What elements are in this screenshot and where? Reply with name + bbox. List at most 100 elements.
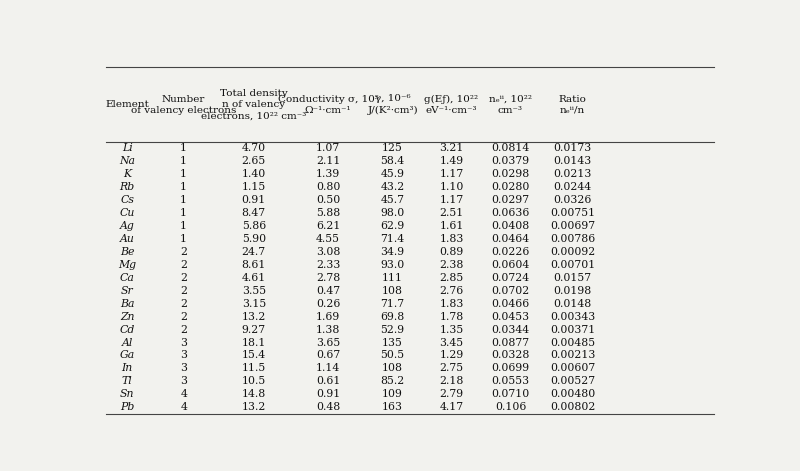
Text: 1: 1 (180, 195, 187, 205)
Text: 93.0: 93.0 (381, 260, 405, 270)
Text: 1.29: 1.29 (439, 350, 464, 360)
Text: 0.0297: 0.0297 (491, 195, 530, 205)
Text: 0.0344: 0.0344 (491, 325, 530, 334)
Text: 85.2: 85.2 (381, 376, 405, 386)
Text: 1.10: 1.10 (439, 182, 464, 192)
Text: γ, 10⁻⁶
J/(K²·cm³): γ, 10⁻⁶ J/(K²·cm³) (367, 95, 418, 115)
Text: 0.80: 0.80 (316, 182, 340, 192)
Text: 0.00697: 0.00697 (550, 221, 595, 231)
Text: 43.2: 43.2 (381, 182, 405, 192)
Text: Pb: Pb (120, 402, 134, 412)
Text: 0.0877: 0.0877 (491, 338, 530, 348)
Text: 52.9: 52.9 (381, 325, 405, 334)
Text: 1.83: 1.83 (439, 234, 464, 244)
Text: 1: 1 (180, 234, 187, 244)
Text: 2: 2 (180, 299, 187, 309)
Text: 0.0328: 0.0328 (491, 350, 530, 360)
Text: 109: 109 (382, 390, 403, 399)
Text: 0.0408: 0.0408 (491, 221, 530, 231)
Text: 1.07: 1.07 (316, 143, 340, 153)
Text: 3.65: 3.65 (316, 338, 340, 348)
Text: 0.26: 0.26 (316, 299, 340, 309)
Text: 108: 108 (382, 286, 403, 296)
Text: 0.00786: 0.00786 (550, 234, 595, 244)
Text: 2: 2 (180, 273, 187, 283)
Text: Cs: Cs (120, 195, 134, 205)
Text: Sr: Sr (121, 286, 134, 296)
Text: 1.14: 1.14 (316, 364, 340, 374)
Text: 2: 2 (180, 247, 187, 257)
Text: 9.27: 9.27 (242, 325, 266, 334)
Text: 0.0724: 0.0724 (491, 273, 530, 283)
Text: 5.88: 5.88 (316, 208, 340, 218)
Text: 2.78: 2.78 (316, 273, 340, 283)
Text: 0.0379: 0.0379 (491, 156, 530, 166)
Text: Ca: Ca (120, 273, 134, 283)
Text: 0.0143: 0.0143 (554, 156, 591, 166)
Text: 0.00701: 0.00701 (550, 260, 595, 270)
Text: 2: 2 (180, 260, 187, 270)
Text: 0.00092: 0.00092 (550, 247, 595, 257)
Text: 2.79: 2.79 (439, 390, 464, 399)
Text: 11.5: 11.5 (242, 364, 266, 374)
Text: 62.9: 62.9 (381, 221, 405, 231)
Text: 13.2: 13.2 (242, 402, 266, 412)
Text: 1.39: 1.39 (316, 169, 340, 179)
Text: 108: 108 (382, 364, 403, 374)
Text: 0.0326: 0.0326 (554, 195, 592, 205)
Text: Sn: Sn (120, 390, 134, 399)
Text: Ratio
nₑⁱⁱ/n: Ratio nₑⁱⁱ/n (558, 95, 586, 114)
Text: 135: 135 (382, 338, 403, 348)
Text: 0.00213: 0.00213 (550, 350, 595, 360)
Text: 1.17: 1.17 (439, 169, 464, 179)
Text: 2: 2 (180, 286, 187, 296)
Text: Rb: Rb (120, 182, 135, 192)
Text: 3: 3 (180, 350, 187, 360)
Text: 2.11: 2.11 (316, 156, 340, 166)
Text: 24.7: 24.7 (242, 247, 266, 257)
Text: 1.17: 1.17 (439, 195, 464, 205)
Text: 71.4: 71.4 (381, 234, 405, 244)
Text: 0.0702: 0.0702 (491, 286, 530, 296)
Text: Al: Al (122, 338, 133, 348)
Text: 1.15: 1.15 (242, 182, 266, 192)
Text: 4.55: 4.55 (316, 234, 340, 244)
Text: 4.70: 4.70 (242, 143, 266, 153)
Text: 8.47: 8.47 (242, 208, 266, 218)
Text: 1.38: 1.38 (316, 325, 340, 334)
Text: 0.0298: 0.0298 (491, 169, 530, 179)
Text: 111: 111 (382, 273, 403, 283)
Text: 5.86: 5.86 (242, 221, 266, 231)
Text: 0.0814: 0.0814 (491, 143, 530, 153)
Text: 45.9: 45.9 (381, 169, 405, 179)
Text: 0.00343: 0.00343 (550, 312, 595, 322)
Text: Conductivity σ, 10⁵
Ω⁻¹·cm⁻¹: Conductivity σ, 10⁵ Ω⁻¹·cm⁻¹ (278, 95, 378, 114)
Text: 3: 3 (180, 338, 187, 348)
Text: 6.21: 6.21 (316, 221, 340, 231)
Text: Cu: Cu (119, 208, 135, 218)
Text: 10.5: 10.5 (242, 376, 266, 386)
Text: 1.69: 1.69 (316, 312, 340, 322)
Text: 0.0636: 0.0636 (491, 208, 530, 218)
Text: 0.48: 0.48 (316, 402, 340, 412)
Text: 3: 3 (180, 376, 187, 386)
Text: 4.61: 4.61 (242, 273, 266, 283)
Text: 2.33: 2.33 (316, 260, 340, 270)
Text: 4.17: 4.17 (439, 402, 464, 412)
Text: g(Eƒ), 10²²
eV⁻¹·cm⁻³: g(Eƒ), 10²² eV⁻¹·cm⁻³ (425, 95, 478, 114)
Text: 0.0466: 0.0466 (491, 299, 530, 309)
Text: 1.35: 1.35 (439, 325, 464, 334)
Text: nₑⁱⁱ, 10²²
cm⁻³: nₑⁱⁱ, 10²² cm⁻³ (489, 95, 532, 114)
Text: 0.00751: 0.00751 (550, 208, 595, 218)
Text: 3: 3 (180, 364, 187, 374)
Text: 2.75: 2.75 (439, 364, 464, 374)
Text: 3.08: 3.08 (316, 247, 340, 257)
Text: 0.0699: 0.0699 (491, 364, 530, 374)
Text: Ga: Ga (120, 350, 135, 360)
Text: 2: 2 (180, 312, 187, 322)
Text: 69.8: 69.8 (381, 312, 405, 322)
Text: 0.0464: 0.0464 (491, 234, 530, 244)
Text: 2.38: 2.38 (439, 260, 464, 270)
Text: 1.40: 1.40 (242, 169, 266, 179)
Text: 1: 1 (180, 221, 187, 231)
